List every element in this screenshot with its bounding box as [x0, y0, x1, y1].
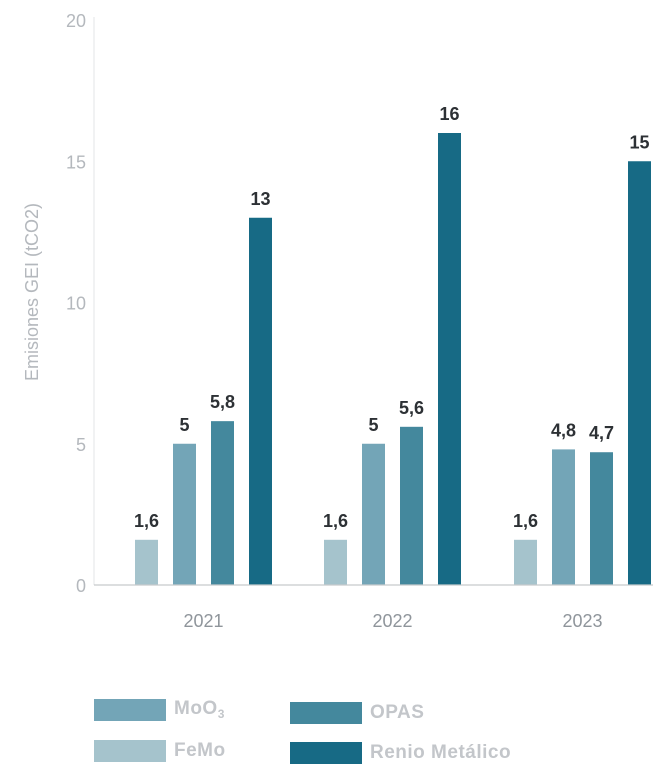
- y-tick-label: 10: [66, 294, 86, 314]
- y-tick-label: 0: [76, 576, 86, 596]
- data-label: 1,6: [134, 511, 159, 531]
- y-tick-label: 20: [66, 11, 86, 31]
- y-axis-title: Emisiones GEI (tCO2): [22, 203, 42, 381]
- x-tick-label: 2022: [372, 611, 412, 631]
- bar: [590, 452, 613, 585]
- bar: [362, 443, 385, 585]
- y-axis: 0 5 10 15 20: [66, 11, 95, 596]
- y-tick-label: 15: [66, 152, 86, 172]
- bar: [135, 539, 158, 585]
- data-label: 15: [629, 132, 649, 152]
- bar: [628, 161, 651, 585]
- data-label: 5,8: [210, 392, 235, 412]
- bars: 1,6 5 5,8 13 1,6 5 5,6 16 1,6 4,8 4,7 15: [134, 104, 651, 585]
- data-label: 5,6: [399, 398, 424, 418]
- x-tick-label: 2023: [562, 611, 602, 631]
- data-label: 4,7: [589, 423, 614, 443]
- data-label: 13: [250, 189, 270, 209]
- x-axis: 2021 2022 2023: [94, 584, 653, 631]
- bar: [552, 449, 575, 585]
- bar: [211, 421, 234, 585]
- data-label: 4,8: [551, 420, 576, 440]
- data-label: 5: [368, 415, 378, 435]
- bar: [400, 426, 423, 585]
- y-tick-label: 5: [76, 435, 86, 455]
- data-label: 1,6: [513, 511, 538, 531]
- bar: [438, 133, 461, 585]
- bar: [173, 443, 196, 585]
- data-label: 5: [179, 415, 189, 435]
- x-tick-label: 2021: [183, 611, 223, 631]
- bar: [324, 539, 347, 585]
- data-label: 1,6: [323, 511, 348, 531]
- data-label: 16: [439, 104, 459, 124]
- bar: [249, 217, 272, 585]
- bar: [514, 539, 537, 585]
